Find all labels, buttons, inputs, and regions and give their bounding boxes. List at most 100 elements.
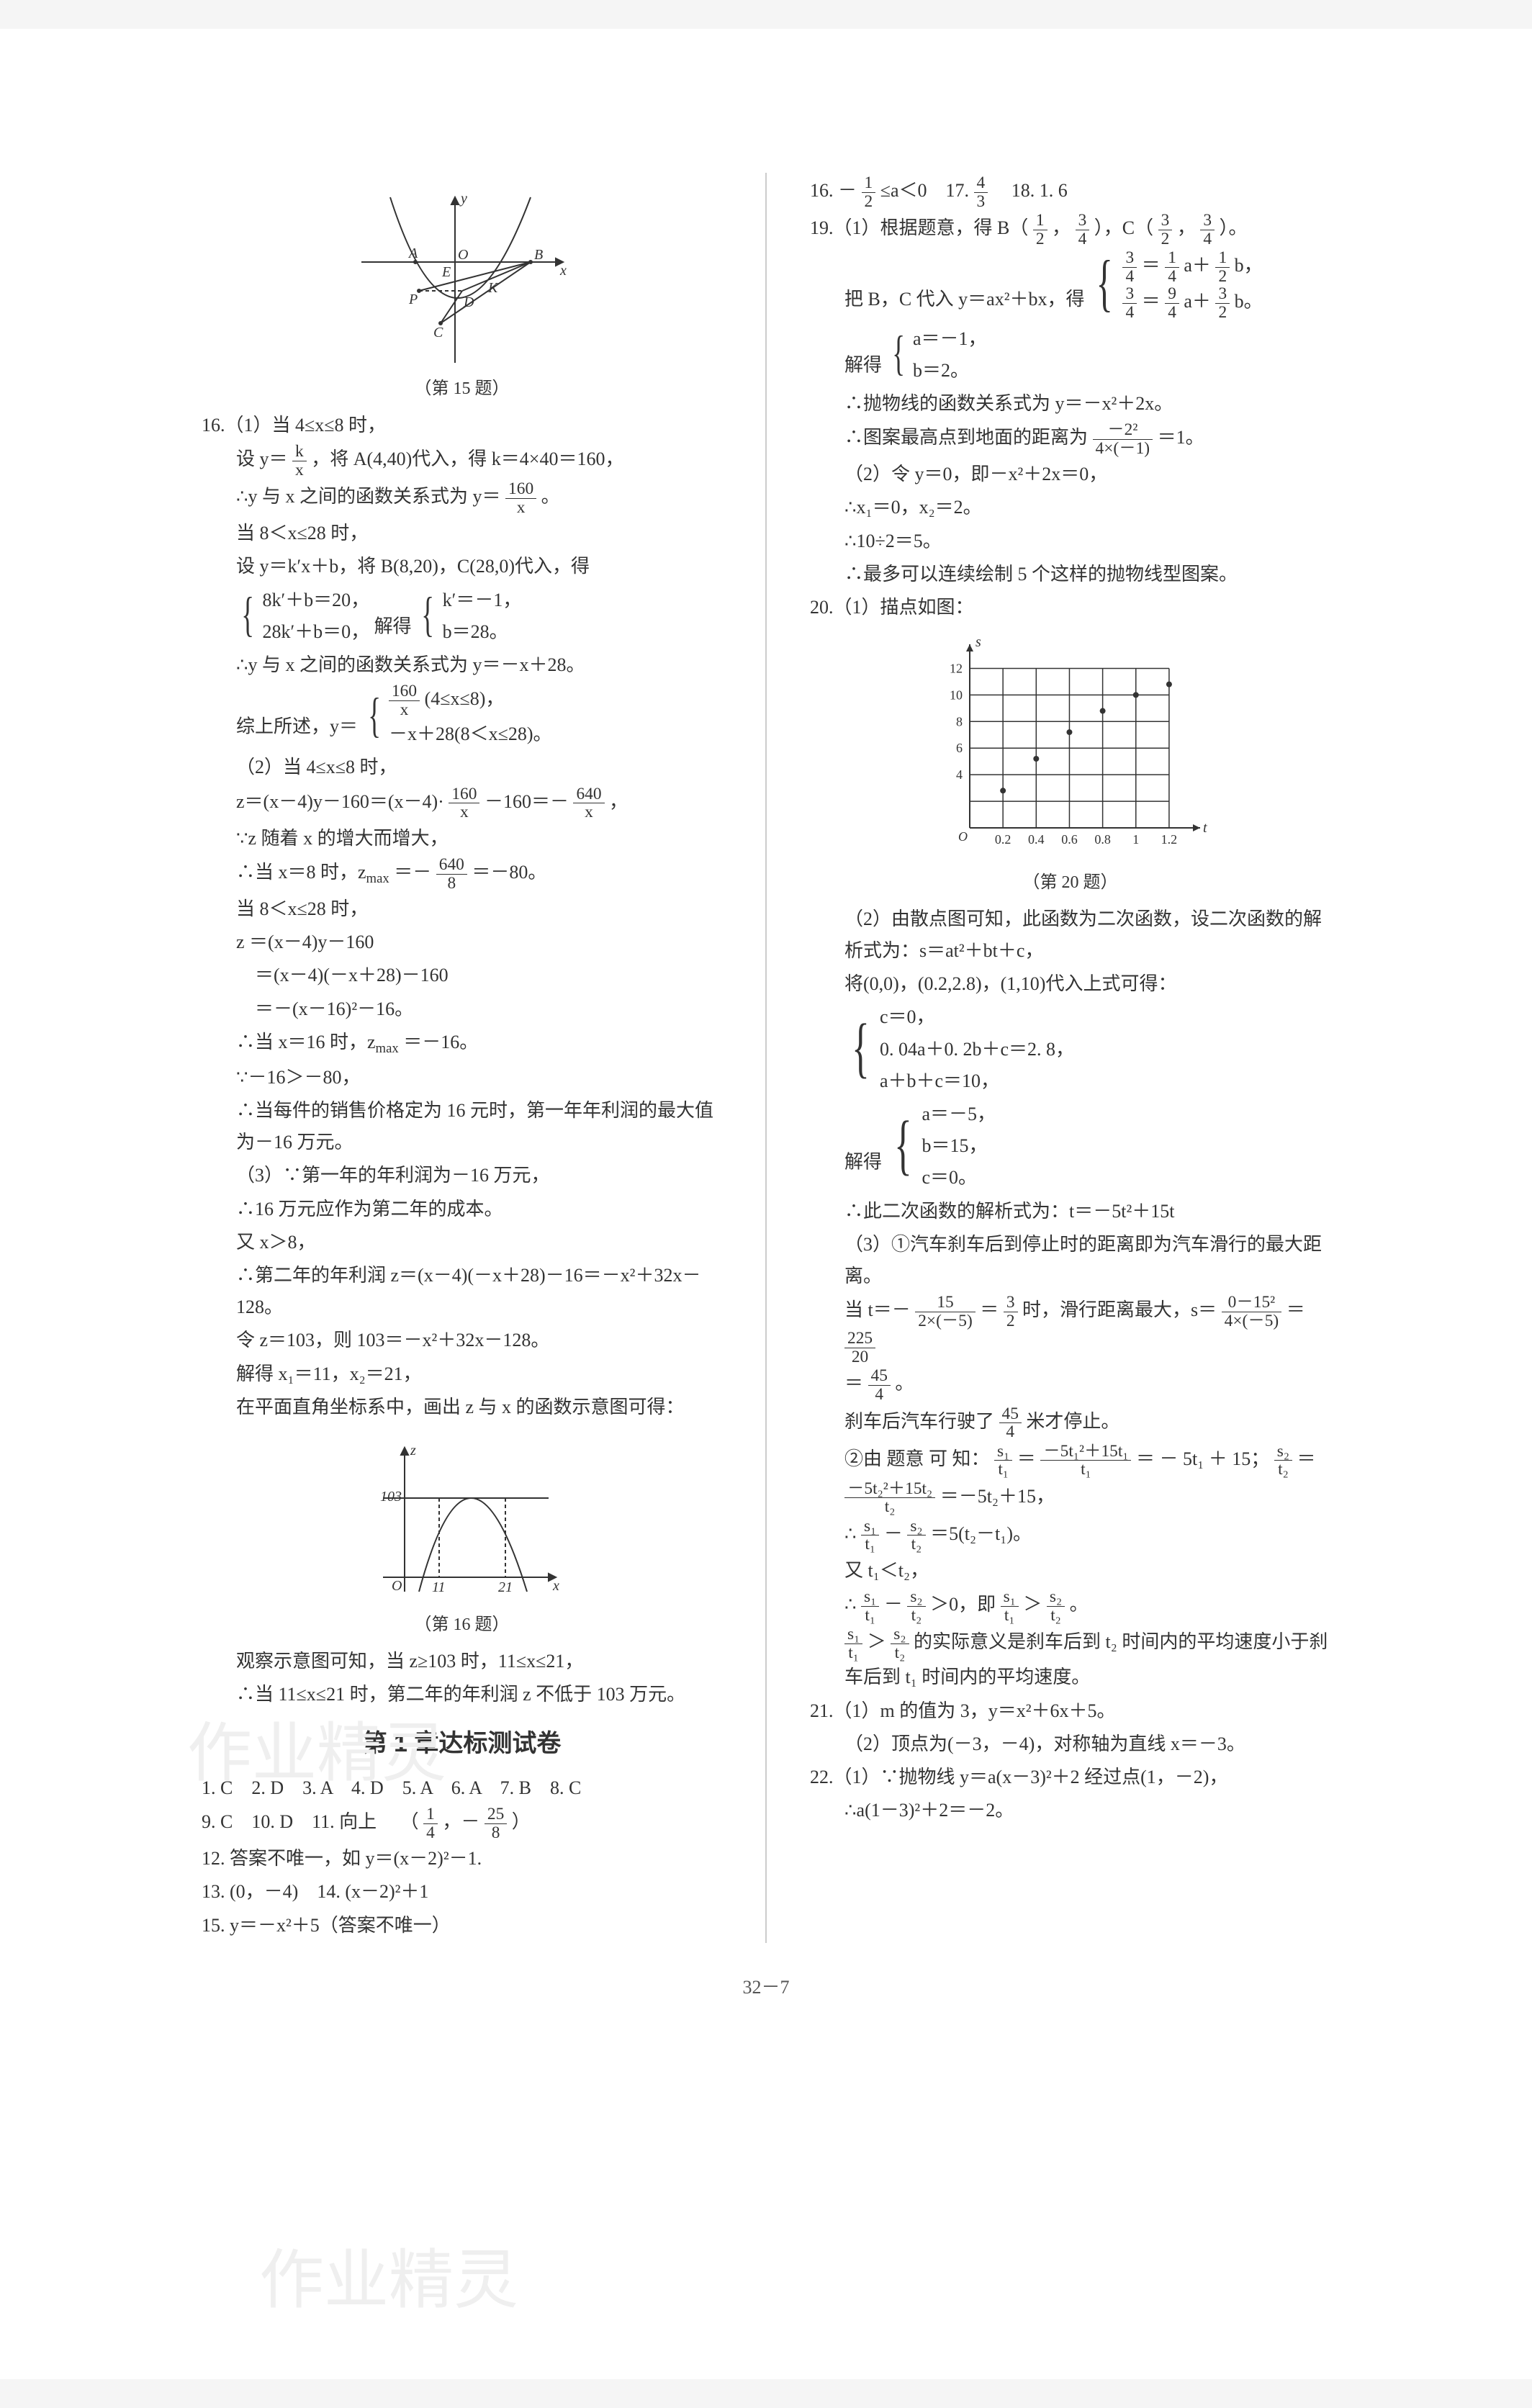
r20-3b-line3: ∴ s₁t₁ － s₂t₂ ＝5(t₂－t₁)。 [810,1518,1330,1554]
p16-3-line3: 又 x＞8， [202,1227,722,1258]
figure-16: O z x 103 11 21 （第 16 题） [202,1433,722,1640]
text: ，将 A(4,40)代入，得 k＝4×40＝160， [311,448,623,469]
svg-text:4: 4 [956,767,963,782]
answers-row-4: 13. (0，－4) 14. (x－2)²＋1 [202,1876,722,1908]
p16-2-line2: z＝(x－4)y－160＝(x－4)· 160x －160＝－ 640x ， [202,785,722,821]
column-divider [765,173,767,1943]
r19-line5: ∴图案最高点到地面的距离为 －2²4×(－1) ＝1。 [810,421,1330,457]
r20-3b-line6: s₁t₁ ＞ s₂t₂ 的实际意义是刹车后到 t₂ 时间内的平均速度小于刹车后到… [810,1625,1330,1693]
svg-text:B: B [534,247,543,263]
p16-tail2: ∴当 11≤x≤21 时，第二年的年利润 z 不低于 103 万元。 [202,1679,722,1710]
r19-line4: ∴抛物线的函数关系式为 y＝－x²＋2x。 [810,388,1330,420]
p16-line2: 设 y＝ kx ，将 A(4,40)代入，得 k＝4×40＝160， [202,443,722,479]
p16-2-line3: ∵z 随着 x 的增大而增大， [202,823,722,854]
piece-row: －x＋28(8＜x≤28)。 [389,718,552,750]
r20-3-line3: ＝ 454 。 [810,1367,1330,1403]
r19-2-line1: （2）令 y＝0，即－x²＋2x＝0， [810,459,1330,490]
svg-text:12: 12 [950,662,963,676]
p16-2-line6: z ＝(x－4)y－160 [202,926,722,958]
svg-text:D: D [463,294,474,310]
watermark-2: 作业精灵 [259,2226,518,2336]
svg-text:s: s [975,634,981,650]
r19-line2: 把 B，C 代入 y＝ax²＋bx，得 { 34 ＝ 14 a＋ 12 b， [810,249,1330,321]
figure-16-caption: （第 16 题） [202,1610,722,1640]
p16-system1: { 8k′＋b＝20， 28k′＋b＝0， 解得 { k′＝－1， b＝28。 [202,585,722,648]
r22-line2: ∴a(1－3)²＋2＝－2。 [810,1795,1330,1826]
r20-3b-line2: －5t₂²＋15t₂t₂ ＝－5t₂＋15， [810,1480,1330,1516]
page: 作业精灵 作业精灵 [0,29,1532,2379]
r20-2-line1: （2）由散点图可知，此函数为二次函数，设二次函数的解析式为：s＝at²＋bt＋c… [810,903,1330,967]
r19-line1: 19.（1）根据题意，得 B（ 12 ， 34 ），C（ 32 ， 34 ）。 [810,212,1330,248]
svg-text:t: t [1203,820,1207,836]
text: 设 y＝ [236,448,288,469]
sys-row: 8k′＋b＝20， [262,585,369,616]
r21-line2: （2）顶点为(－3，－4)，对称轴为直线 x＝－3。 [810,1728,1330,1760]
sys-row: b＝28。 [443,616,522,648]
figure-16-svg: O z x 103 11 21 [354,1433,570,1606]
p16-line8: 综上所述，y＝ { 160x (4≤x≤8)， －x＋28(8＜x≤28)。 [202,682,722,750]
svg-text:x: x [559,263,567,279]
svg-text:O: O [958,829,968,844]
figure-15: A B C D E K O P x y （第 15 题） [202,183,722,404]
svg-text:O: O [458,247,468,263]
p16-3-line2: ∴16 万元应作为第二年的成本。 [202,1194,722,1225]
r20-3-line1: （3）①汽车刹车后到停止时的距离即为汽车滑行的最大距离。 [810,1229,1330,1292]
two-column-layout: A B C D E K O P x y （第 15 题） 16.（1）当 4≤x… [202,173,1330,1943]
r20-3-line2: 当 t＝－ 152×(－5) ＝ 32 时，滑行距离最大，s＝ 0－15²4×(… [810,1294,1330,1366]
svg-text:0.4: 0.4 [1028,832,1045,847]
figure-15-caption: （第 15 题） [202,374,722,404]
svg-text:0.2: 0.2 [994,832,1011,847]
r20-3b-line4: 又 t₁＜t₂， [810,1555,1330,1587]
p16-3-line4: ∴第二年的年利润 z＝(x－4)(－x＋28)－16＝－x²＋32x－128。 [202,1260,722,1323]
r20-3-line4: 刹车后汽车行驶了 454 米才停止。 [810,1405,1330,1441]
answers-row-1: 1. C 2. D 3. A 4. D 5. A 6. A 7. B 8. C [202,1772,722,1804]
p16-line7: ∴y 与 x 之间的函数关系式为 y＝－x＋28。 [202,649,722,681]
text: 综上所述，y＝ [236,716,358,737]
svg-text:P: P [408,292,418,307]
svg-text:C: C [433,325,443,341]
r19-sol: 解得 { a＝－1， b＝2。 [810,323,1330,387]
figure-20: 0.20.40.60.811.24681012Ost （第 20 题） [810,633,1330,898]
r20-2-line4: ∴此二次函数的解析式为：t＝－5t²＋15t [810,1196,1330,1227]
sys-row: 28k′＋b＝0， [262,616,369,648]
svg-text:6: 6 [956,741,963,755]
svg-text:21: 21 [498,1579,513,1595]
text: ∴y 与 x 之间的函数关系式为 y＝ [236,486,501,507]
sys-row: k′＝－1， [443,585,522,616]
p16-2-lead: （2）当 4≤x≤8 时， [202,752,722,783]
p16-1-lead: 16.（1）当 4≤x≤8 时， [202,410,722,441]
svg-text:x: x [552,1578,559,1594]
p16-2-line7: ＝(x－4)(－x＋28)－160 [202,960,722,991]
p16-3-line5: 令 z＝103，则 103＝－x²＋32x－128。 [202,1325,722,1356]
p16-2-line4: ∴当 x＝8 时，zmax ＝－ 6408 ＝－80。 [202,856,722,892]
svg-text:10: 10 [950,688,963,703]
p16-line5: 设 y＝k′x＋b，将 B(8,20)，C(28,0)代入，得 [202,551,722,582]
svg-text:1.2: 1.2 [1161,832,1177,847]
piece-row: 160x (4≤x≤8)， [389,682,552,718]
r20-3b-line1: ②由 题意 可 知： s₁t₁ ＝ －5t₁²＋15t₁t₁ ＝ － 5t₁ ＋… [810,1443,1330,1479]
right-column: 16. － 12 ≤a＜0 17. 43 18. 1. 6 19.（1）根据题意… [796,173,1330,1943]
p16-2-line5: 当 8＜x≤28 时， [202,893,722,925]
svg-text:z: z [410,1443,416,1458]
p16-3-line6: 解得 x₁＝11，x₂＝21， [202,1358,722,1390]
svg-text:0.6: 0.6 [1061,832,1078,847]
figure-20-caption: （第 20 题） [810,868,1330,898]
p16-2-line10: ∵－16＞－80， [202,1062,722,1093]
p16-line3: ∴y 与 x 之间的函数关系式为 y＝ 160x 。 [202,480,722,516]
svg-text:1: 1 [1132,832,1139,847]
svg-text:A: A [407,245,418,261]
r20-2-line2: 将(0,0)，(0.2,2.8)，(1,10)代入上式可得： [810,968,1330,1000]
answers-row-2: 9. C 10. D 11. 向上 （ 14 ，－ 258 ） [202,1805,722,1841]
r19-2-line3: ∴10÷2＝5。 [810,526,1330,557]
p16-2-line8: ＝－(x－16)²－16。 [202,993,722,1025]
p16-line4: 当 8＜x≤28 时， [202,518,722,549]
r20-3b-line5: ∴ s₁t₁ － s₂t₂ ＞0，即 s₁t₁ ＞ s₂t₂ 。 [810,1588,1330,1624]
r20-lead: 20.（1）描点如图： [810,592,1330,623]
answers-row-3: 12. 答案不唯一，如 y＝(x－2)²－1. [202,1843,722,1875]
svg-text:0.8: 0.8 [1094,832,1111,847]
p16-2-line11: ∴当每件的销售价格定为 16 元时，第一年年利润的最大值为－16 万元。 [202,1095,722,1158]
fraction: 160x [389,682,420,718]
r21-line1: 21.（1）m 的值为 3，y＝x²＋6x＋5。 [810,1695,1330,1727]
section-title: 第 1 章达标测试卷 [202,1723,722,1765]
page-number: 32－7 [202,1972,1330,2003]
